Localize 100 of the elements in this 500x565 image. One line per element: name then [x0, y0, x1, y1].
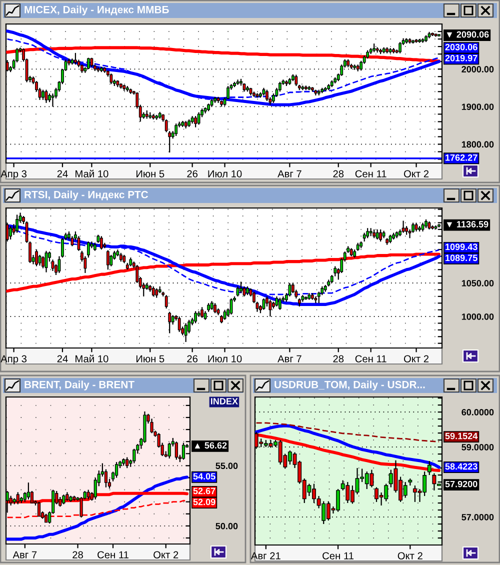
candlestick — [171, 314, 174, 326]
y-tick-label: 1000.00 — [462, 313, 494, 320]
candlestick — [86, 240, 90, 258]
candlestick — [168, 311, 172, 334]
x-tick-label: Май 10 — [76, 170, 108, 178]
candlestick — [168, 442, 171, 460]
x-tick-label: Апр 3 — [0, 170, 27, 180]
data-label: 1089.75 — [446, 254, 478, 262]
data-label: 52.67 — [193, 488, 216, 494]
data-label: 52.09 — [193, 498, 216, 506]
candlestick — [155, 288, 158, 298]
x-tick-label: Апр 3 — [0, 355, 27, 364]
line-series — [6, 46, 441, 63]
candlestick — [376, 228, 379, 240]
chart-title: MICEX, Daily - Индекс ММВБ — [24, 6, 169, 16]
candlestick — [16, 214, 18, 234]
x-tick-label: 28 — [333, 170, 344, 178]
candlestick — [398, 41, 402, 54]
candlestick — [110, 254, 113, 267]
candlestick — [74, 52, 77, 66]
line-series — [6, 500, 188, 518]
candlestick — [184, 322, 188, 343]
y-tick-label: 55.00 — [216, 462, 238, 470]
x-tick-label: Авг 21 — [250, 552, 280, 560]
x-tick-label: 26 — [187, 170, 198, 178]
candlestick — [86, 489, 90, 500]
candlestick — [182, 442, 186, 460]
y-tick-label: 57.0000 — [462, 514, 494, 520]
candlestick — [194, 115, 198, 128]
text: ▼ 1136.59 — [446, 221, 488, 228]
x-tick-label: Авг 7 — [12, 551, 37, 558]
candlestick — [379, 228, 382, 242]
candlestick — [402, 220, 405, 234]
y-tick-label: 60.0000 — [462, 409, 494, 416]
chart-title: USDRUB_TOM, Daily - USDR... — [274, 380, 425, 390]
x-tick-label: Авг 7 — [278, 355, 302, 362]
y-tick-label: 2000.00 — [462, 66, 494, 72]
y-tick-label: 50.00 — [216, 522, 238, 530]
candlestick — [110, 73, 113, 85]
x-tick-label: Сен 11 — [98, 551, 128, 558]
x-tick-label: Сен 11 — [355, 355, 386, 362]
x-tick-label: Сен 11 — [355, 170, 386, 178]
x-tick-label: Окт 2 — [404, 170, 429, 178]
candlestick — [16, 492, 20, 505]
candlestick — [252, 291, 256, 304]
candlestick — [26, 482, 30, 500]
x-tick-label: Авг 7 — [278, 170, 302, 178]
y-tick-label: 59.0000 — [462, 444, 494, 450]
candlestick — [427, 460, 432, 476]
chart-title: BRENT, Daily - BRENT — [24, 380, 134, 390]
candlestick — [366, 228, 370, 239]
x-tick-label: Окт 2 — [404, 355, 429, 362]
ref-line-label: 1762.27 — [446, 154, 478, 161]
y-tick-label: 1900.00 — [462, 104, 494, 110]
x-tick-label: Окт 2 — [154, 551, 178, 558]
candlestick — [106, 250, 110, 270]
candlestick — [278, 297, 282, 310]
x-tick-label: Июл 10 — [208, 170, 242, 178]
x-tick-label: Сен 11 — [322, 552, 354, 560]
text: ▲ 56.62 — [194, 442, 227, 449]
candlestick — [37, 501, 41, 517]
candlestick — [35, 248, 38, 267]
candlestick — [294, 74, 298, 87]
x-tick-label: Май 10 — [76, 354, 108, 362]
candlestick — [197, 112, 200, 126]
x-tick-label: 28 — [333, 355, 344, 362]
data-label: 59.1524 — [445, 432, 478, 440]
candlestick — [42, 256, 44, 269]
candlestick — [9, 226, 12, 240]
line-series — [6, 30, 441, 106]
x-tick-label: Окт 2 — [398, 552, 422, 560]
x-tick-label: 26 — [187, 355, 198, 362]
data-label: 54.05 — [193, 473, 216, 480]
candlestick — [150, 418, 154, 434]
candlestick — [126, 456, 129, 469]
candlestick — [62, 494, 66, 505]
chart-title: RTSI, Daily - Индекс РТС — [24, 190, 148, 200]
line-series — [255, 424, 441, 469]
data-label: 58.4223 — [445, 463, 478, 470]
line-series — [6, 476, 189, 541]
x-tick-label: Июл 10 — [208, 355, 242, 362]
candlestick — [174, 441, 178, 460]
candlestick — [214, 302, 216, 314]
y-tick-label: 1800.00 — [462, 141, 494, 148]
data-label: 1099.43 — [446, 244, 478, 250]
line-series — [256, 422, 440, 442]
candlestick — [152, 286, 155, 297]
line-series — [6, 252, 441, 293]
data-label: 2030.06 — [445, 44, 478, 50]
x-tick-label: Июн 5 — [136, 355, 164, 362]
candlestick — [164, 294, 168, 310]
x-tick-label: 28 — [72, 551, 83, 558]
candlestick — [174, 123, 178, 137]
candlestick — [100, 236, 103, 250]
y-tick-label: 1050.00 — [462, 280, 494, 286]
candlestick — [42, 89, 44, 100]
data-label: 2019.97 — [445, 54, 478, 62]
candlestick — [266, 89, 268, 102]
text: ▼ 2090.06 — [446, 31, 489, 38]
x-tick-label: 24 — [57, 170, 68, 178]
